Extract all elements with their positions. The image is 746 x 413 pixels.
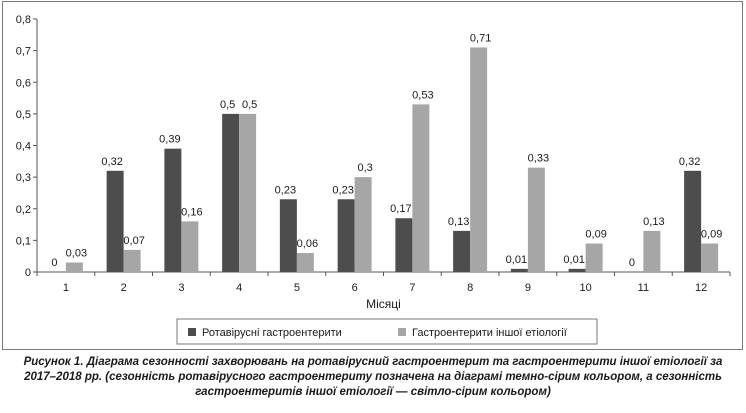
data-label-other-etiology: 0,13 [643,216,664,228]
bar-other-etiology [412,104,430,272]
legend-swatch-other-etiology [398,328,406,336]
x-tick-label: 3 [178,282,184,294]
y-tick-label: 0,7 [16,46,31,58]
bar-other-etiology [239,113,257,272]
bar-other-etiology [181,221,199,272]
data-label-other-etiology: 0,03 [66,248,87,260]
data-label-other-etiology: 0,16 [181,206,202,218]
y-tick-label: 0,5 [16,109,31,121]
x-tick-label: 2 [121,282,127,294]
bar-rotavirus [106,170,124,272]
data-label-rotavirus: 0 [629,257,635,269]
data-label-other-etiology: 0,33 [528,153,549,165]
bar-rotavirus [395,218,413,272]
data-label-rotavirus: 0,01 [506,254,527,266]
data-label-rotavirus: 0,5 [220,99,235,111]
bar-other-etiology [470,47,488,273]
bar-rotavirus [684,170,702,272]
data-label-other-etiology: 0,06 [297,238,318,250]
bar-rotavirus [510,268,528,272]
bar-other-etiology [296,253,314,272]
bar-rotavirus [337,199,355,272]
x-tick-label: 7 [409,282,415,294]
data-label-rotavirus: 0,23 [275,184,296,196]
y-tick-label: 0,4 [16,141,31,153]
figure-caption: Рисунок 1. Діаграма сезонності захворюва… [23,356,723,398]
x-tick-label: 11 [638,282,649,294]
bar-chart: 0 0,1 0,2 0,3 0,4 0,5 0,6 0,7 0,8 0 0,03 1 0,32 0,07 2… [16,14,731,345]
data-label-rotavirus: 0,01 [563,254,584,266]
bar-other-etiology [585,243,603,272]
x-tick-label: 8 [467,282,473,294]
y-tick-label: 0,6 [16,77,31,89]
legend-swatch-rotavirus [188,328,196,336]
y-tick-label: 0,8 [16,14,31,26]
data-label-rotavirus: 0,17 [390,203,411,215]
data-label-rotavirus: 0 [51,257,57,269]
x-tick-label: 6 [352,282,358,294]
bar-rotavirus [164,148,182,272]
data-label-rotavirus: 0,32 [101,156,122,168]
bar-rotavirus [279,199,297,272]
x-tick-label: 4 [236,282,242,294]
y-tick-label: 0,1 [16,235,31,247]
data-label-other-etiology: 0,53 [412,89,433,101]
bar-other-etiology [123,249,141,272]
bar-rotavirus [222,113,240,272]
x-tick-label: 12 [695,282,707,294]
data-label-other-etiology: 0,07 [123,235,144,247]
data-label-other-etiology: 0,3 [357,162,372,174]
y-tick-label: 0,3 [16,172,31,184]
x-tick-label: 9 [525,282,531,294]
bar-other-etiology [527,167,545,272]
data-label-other-etiology: 0,09 [585,229,606,241]
y-tick-label: 0,2 [16,204,31,216]
bar-rotavirus [568,268,586,272]
bar-other-etiology [643,230,661,272]
data-label-other-etiology: 0,71 [470,32,491,44]
bar-other-etiology [354,177,372,272]
data-label-rotavirus: 0,23 [332,184,353,196]
data-label-rotavirus: 0,32 [679,156,700,168]
legend-label-other-etiology: Гастроентерити іншої етіології [412,327,567,339]
bar-other-etiology [65,262,83,272]
y-tick-label: 0 [25,267,31,279]
x-tick-label: 10 [580,282,592,294]
x-axis-title: Місяці [366,297,401,311]
data-label-other-etiology: 0,5 [242,99,257,111]
legend-label-rotavirus: Ротавірусні гастроентерити [202,327,342,339]
data-label-rotavirus: 0,39 [159,134,180,146]
data-label-rotavirus: 0,13 [448,216,469,228]
bar-rotavirus [453,230,471,272]
x-tick-label: 1 [63,282,69,294]
data-label-other-etiology: 0,09 [701,229,722,241]
x-tick-label: 5 [294,282,300,294]
bar-other-etiology [701,243,719,272]
chart-frame: 0 0,1 0,2 0,3 0,4 0,5 0,6 0,7 0,8 0 0,03 1 0,32 0,07 2… [2,1,743,350]
legend-box [176,318,598,345]
